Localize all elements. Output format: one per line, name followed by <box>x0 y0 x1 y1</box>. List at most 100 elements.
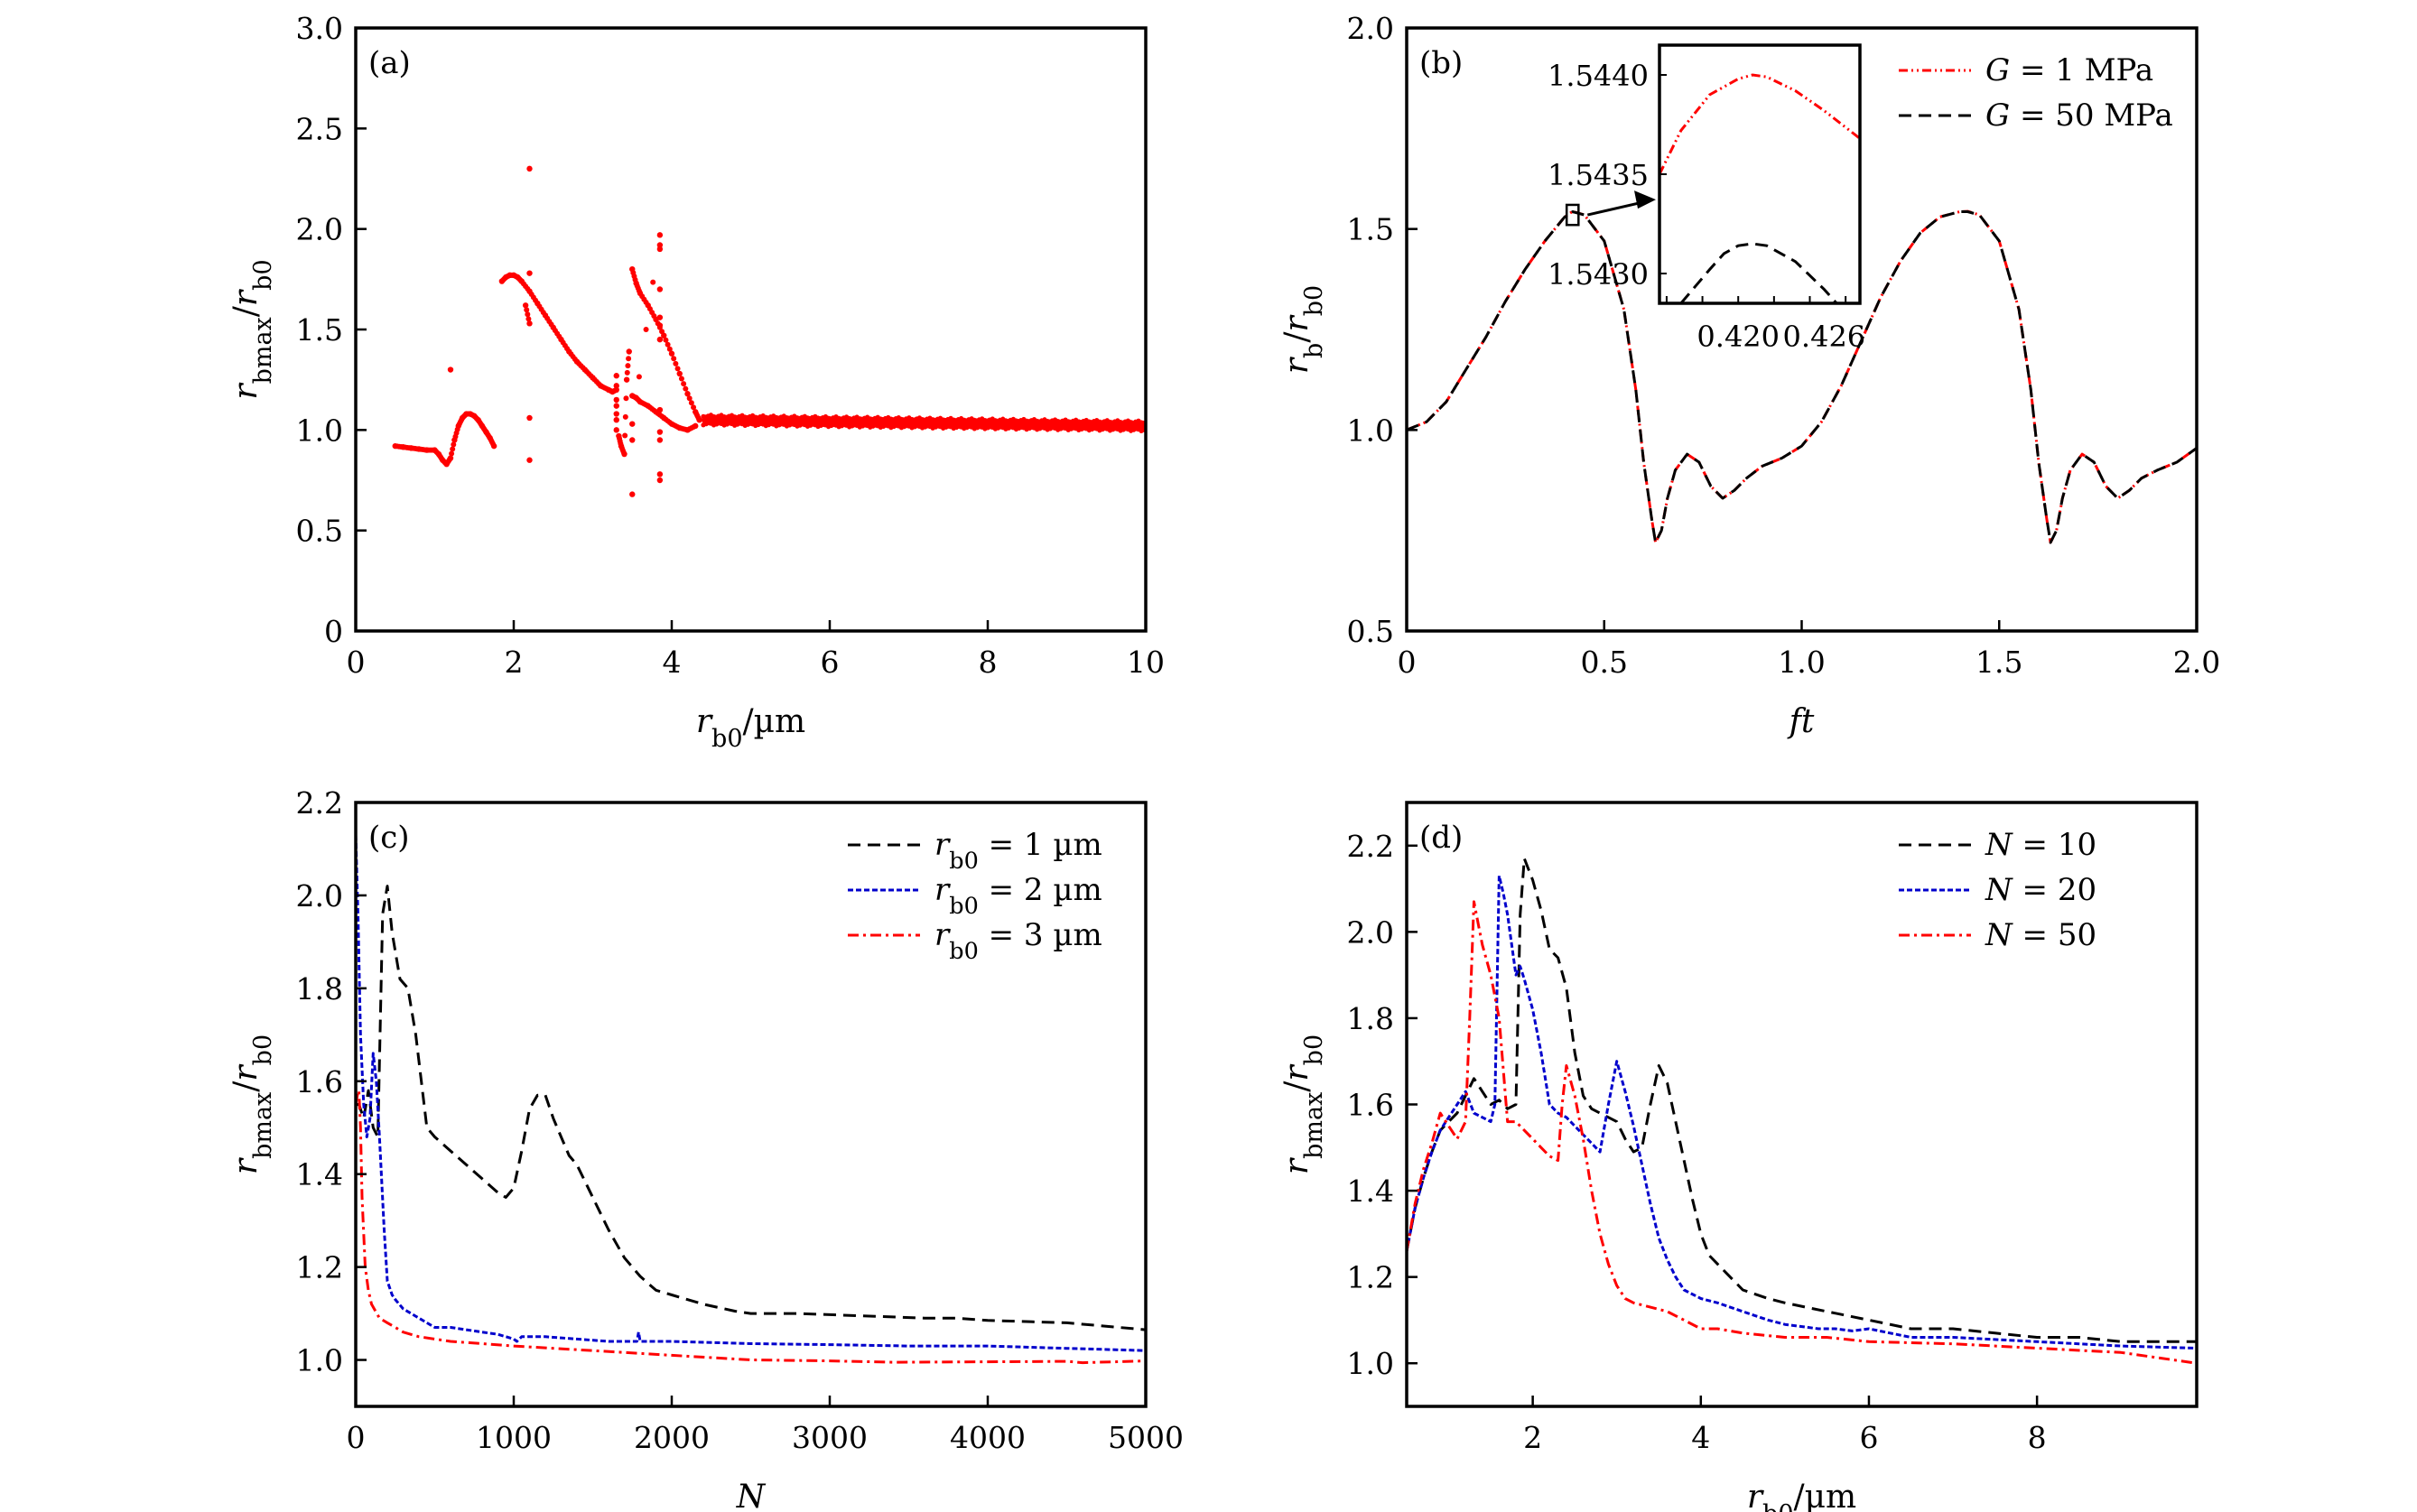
data-point <box>656 286 664 292</box>
x-tick-label: 1.0 <box>1778 645 1825 680</box>
data-point <box>449 450 455 457</box>
x-axis-label: rb0/µm <box>696 703 805 753</box>
y-tick-label: 2.2 <box>1347 829 1394 864</box>
y-tick-label: 1.6 <box>1347 1088 1394 1123</box>
panel-tag: (a) <box>368 45 411 81</box>
text-part-2: /µm <box>743 703 806 740</box>
text-part-1: bmax <box>249 317 277 384</box>
panel-tag: (d) <box>1419 820 1463 856</box>
data-point <box>613 427 619 433</box>
data-point <box>678 376 684 382</box>
text-part-1: b0 <box>949 893 979 920</box>
y-tick-label: 1.0 <box>296 413 343 448</box>
y-tick-label: 2.0 <box>1347 11 1394 46</box>
data-point <box>526 165 533 172</box>
data-point <box>650 279 656 285</box>
data-point <box>406 445 413 451</box>
data-point <box>629 421 636 427</box>
data-point <box>572 356 578 362</box>
x-tick-label: 0.5 <box>1581 645 1628 680</box>
text-part-0: r <box>934 827 951 863</box>
text-part-0: r <box>228 1157 265 1174</box>
data-point <box>656 437 664 443</box>
data-point <box>643 327 649 332</box>
data-point <box>564 346 571 352</box>
data-point <box>688 400 694 406</box>
data-point <box>556 333 562 339</box>
data-point <box>629 491 636 497</box>
x-axis-label: rb0/µm <box>1747 1479 1856 1512</box>
text-part-1: b0 <box>1762 1500 1793 1512</box>
data-point <box>656 336 664 343</box>
text-part-1: = 20 <box>2013 872 2096 908</box>
data-point <box>673 360 679 366</box>
data-point <box>643 402 649 408</box>
data-point <box>651 312 657 319</box>
inset: 0.420 0.426 1.5430 1.5435 1.5440 <box>1548 43 1866 354</box>
x-tick-label: 8 <box>979 645 998 680</box>
y-tick-label: 1.5 <box>296 312 343 348</box>
data-point <box>686 395 693 402</box>
text-part-0: r <box>228 383 265 400</box>
y-tick-label: 1.5 <box>1347 212 1394 247</box>
data-point <box>684 391 691 397</box>
text-part-1: = 10 <box>2013 827 2096 863</box>
data-point <box>659 329 665 335</box>
zoom-box <box>1565 203 1580 227</box>
series-line-0 <box>356 885 1146 1331</box>
legend-entry: N = 10 <box>1985 827 2096 863</box>
x-tick-label: 2000 <box>634 1420 710 1455</box>
data-point <box>623 376 630 383</box>
text-part-1: b0 <box>949 848 979 875</box>
text-part-2: / <box>228 305 265 317</box>
data-point <box>398 443 404 450</box>
inset-series-line-0 <box>1659 73 1860 175</box>
text-part-2: / <box>1278 331 1315 343</box>
data-point <box>548 321 554 328</box>
y-tick-label: 1.8 <box>1347 1001 1394 1036</box>
x-tick-label: 6 <box>821 645 840 680</box>
y-tick-label: 1.4 <box>1347 1173 1394 1209</box>
text-part-2: = 3 µm <box>979 917 1102 953</box>
x-tick-label: 2.0 <box>2173 645 2220 680</box>
text-part-1: = 1 MPa <box>2010 52 2153 88</box>
text-part-3: r <box>228 1064 265 1081</box>
y-tick-label: 0.5 <box>1347 614 1394 649</box>
y-tick-label: 1.4 <box>296 1157 343 1192</box>
data-point <box>656 429 664 435</box>
x-tick-label: 2 <box>505 645 524 680</box>
data-point <box>636 374 642 380</box>
legend: N = 10N = 20N = 50 <box>1899 827 2096 953</box>
series-line-1 <box>1407 874 2197 1350</box>
text-part-1: b <box>1300 343 1328 358</box>
series-line-0 <box>1407 857 2197 1343</box>
text-part-4: b0 <box>1300 285 1328 316</box>
data-point <box>656 471 664 478</box>
x-tick-label: 0 <box>347 645 366 680</box>
data-point <box>622 432 628 439</box>
text-part-0: N <box>1985 872 2013 908</box>
plot-area <box>1407 209 2197 544</box>
text-part-2: / <box>1278 1081 1315 1092</box>
data-point <box>643 299 649 305</box>
data-point <box>626 348 632 355</box>
y-tick-label: 1.2 <box>296 1250 343 1285</box>
legend-entry: rb0 = 2 µm <box>934 872 1102 920</box>
data-point <box>613 403 619 409</box>
y-axis-label: rb/rb0 <box>1278 285 1328 374</box>
data-point <box>422 447 428 453</box>
inset-x-tick-label: 0.426 <box>1783 320 1866 354</box>
series-line-1 <box>1407 210 2197 544</box>
text-part-4: b0 <box>249 1034 277 1065</box>
data-point <box>526 457 533 463</box>
y-tick-label: 2.0 <box>296 878 343 914</box>
panel-a: 0 2 4 6 8 1000.51.01.52.02.53.0(a)rb0/µmrbmax… <box>228 11 1165 753</box>
x-tick-label: 4 <box>1691 1420 1710 1455</box>
data-point <box>681 381 687 387</box>
data-point <box>636 288 642 294</box>
data-point <box>656 314 664 320</box>
plot-area <box>1407 857 2197 1365</box>
y-tick-label: 0.5 <box>296 514 343 549</box>
legend-entry: G = 50 MPa <box>1985 97 2173 134</box>
